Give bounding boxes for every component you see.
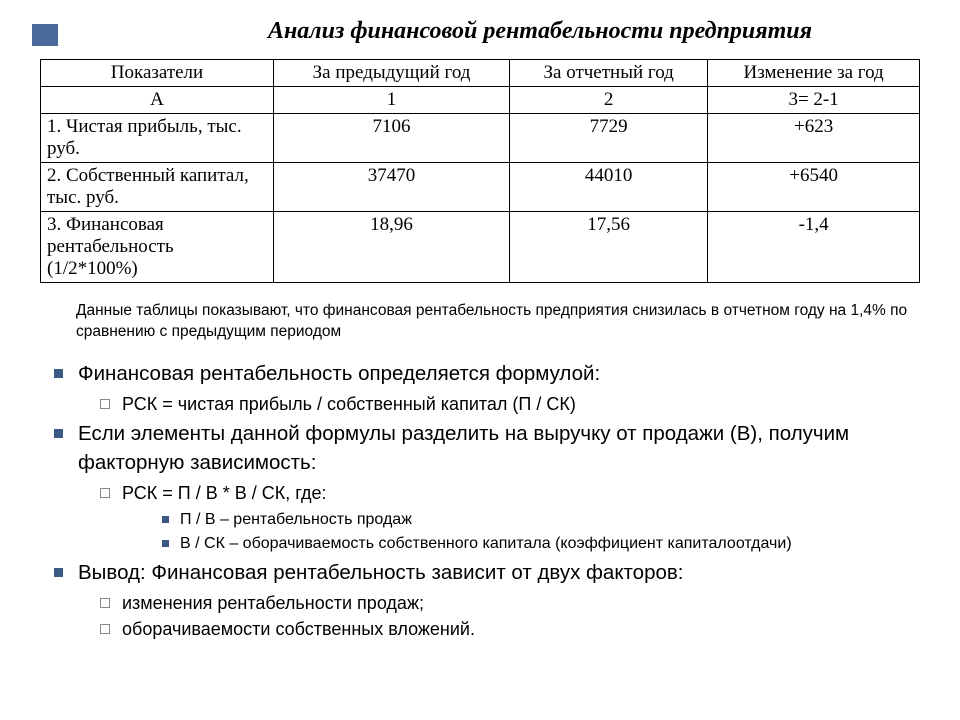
row-label: 3. Финансовая рентабельность (1/2*100%) <box>41 212 274 283</box>
row-curr: 44010 <box>510 163 708 212</box>
col-subheader: А <box>41 87 274 114</box>
row-prev: 18,96 <box>274 212 510 283</box>
bullet-text: Если элементы данной формулы разделить н… <box>78 422 849 475</box>
col-subheader: 2 <box>510 87 708 114</box>
bullet-text: Вывод: Финансовая рентабельность зависит… <box>78 561 683 584</box>
row-delta: +623 <box>708 114 920 163</box>
row-curr: 7729 <box>510 114 708 163</box>
sub2-bullet-item: П / В – рентабельность продаж <box>158 508 920 532</box>
sub-bullet-item: РСК = П / В * В / СК, где: П / В – рента… <box>98 480 920 556</box>
bullet-list: Финансовая рентабельность определяется ф… <box>50 359 920 642</box>
bullet-item: Финансовая рентабельность определяется ф… <box>50 359 920 417</box>
table-row: 3. Финансовая рентабельность (1/2*100%) … <box>41 212 920 283</box>
sub-bullet-text: РСК = П / В * В / СК, где: <box>122 483 327 503</box>
data-table: Показатели За предыдущий год За отчетный… <box>40 59 920 283</box>
col-header: Изменение за год <box>708 60 920 87</box>
table-row: 2. Собственный капитал, тыс. руб. 37470 … <box>41 163 920 212</box>
bullet-text: Финансовая рентабельность определяется ф… <box>78 362 600 385</box>
sub-bullet-item: РСК = чистая прибыль / собственный капит… <box>98 391 920 417</box>
accent-bar <box>32 24 58 46</box>
table-row: 1. Чистая прибыль, тыс. руб. 7106 7729 +… <box>41 114 920 163</box>
row-label: 1. Чистая прибыль, тыс. руб. <box>41 114 274 163</box>
row-prev: 7106 <box>274 114 510 163</box>
col-subheader: 1 <box>274 87 510 114</box>
row-delta: -1,4 <box>708 212 920 283</box>
sub-bullet-item: оборачиваемости собственных вложений. <box>98 616 920 642</box>
sub2-bullet-item: В / СК – оборачиваемость собственного ка… <box>158 532 920 556</box>
col-header: Показатели <box>41 60 274 87</box>
slide-content: Анализ финансовой рентабельности предпри… <box>0 0 960 642</box>
row-prev: 37470 <box>274 163 510 212</box>
row-label: 2. Собственный капитал, тыс. руб. <box>41 163 274 212</box>
row-delta: +6540 <box>708 163 920 212</box>
summary-note: Данные таблицы показывают, что финансова… <box>76 301 920 343</box>
page-title: Анализ финансовой рентабельности предпри… <box>160 18 920 45</box>
bullet-item: Вывод: Финансовая рентабельность зависит… <box>50 558 920 642</box>
table-subheader-row: А 1 2 3= 2-1 <box>41 87 920 114</box>
col-header: За предыдущий год <box>274 60 510 87</box>
row-curr: 17,56 <box>510 212 708 283</box>
sub-bullet-item: изменения рентабельности продаж; <box>98 590 920 616</box>
bullet-item: Если элементы данной формулы разделить н… <box>50 419 920 557</box>
col-subheader: 3= 2-1 <box>708 87 920 114</box>
table-header-row: Показатели За предыдущий год За отчетный… <box>41 60 920 87</box>
col-header: За отчетный год <box>510 60 708 87</box>
